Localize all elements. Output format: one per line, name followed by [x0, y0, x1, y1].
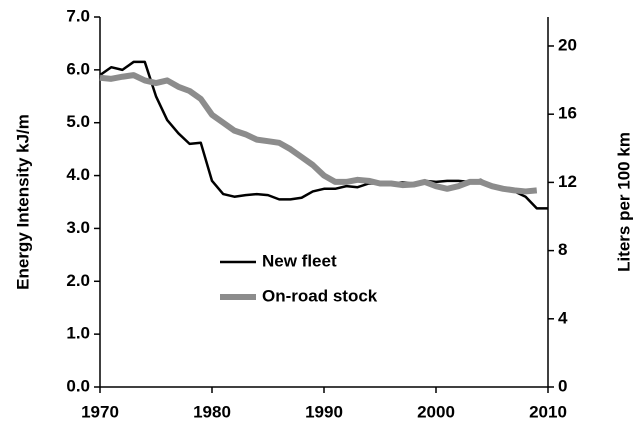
x-tick-label: 2010	[529, 402, 567, 421]
legend-label: On-road stock	[262, 286, 378, 305]
y-tick-label: 3.0	[66, 218, 90, 237]
y-tick-label: 0.0	[66, 376, 90, 395]
y2-tick-label: 20	[558, 35, 577, 54]
y2-tick-label: 8	[558, 240, 567, 259]
y-tick-label: 6.0	[66, 59, 90, 78]
y-tick-label: 5.0	[66, 112, 90, 131]
series-line	[99, 60, 548, 210]
y2-tick-label: 12	[558, 172, 577, 191]
series-line	[99, 72, 538, 195]
y-tick-label: 2.0	[66, 271, 90, 290]
x-tick-label: 1980	[193, 402, 231, 421]
y-axis-label: Energy Intensity kJ/m	[13, 114, 32, 290]
y-tick-label: 7.0	[66, 6, 90, 25]
x-tick-label: 1990	[305, 402, 343, 421]
legend-label: New fleet	[262, 251, 337, 270]
y2-tick-label: 4	[558, 308, 568, 327]
y-tick-label: 4.0	[66, 165, 90, 184]
y2-axis-label: Liters per 100 km	[614, 132, 633, 272]
x-tick-label: 1970	[81, 402, 119, 421]
y2-tick-label: 16	[558, 104, 577, 123]
y2-tick-label: 0	[558, 376, 567, 395]
y-tick-label: 1.0	[66, 324, 90, 343]
x-tick-label: 2000	[417, 402, 455, 421]
